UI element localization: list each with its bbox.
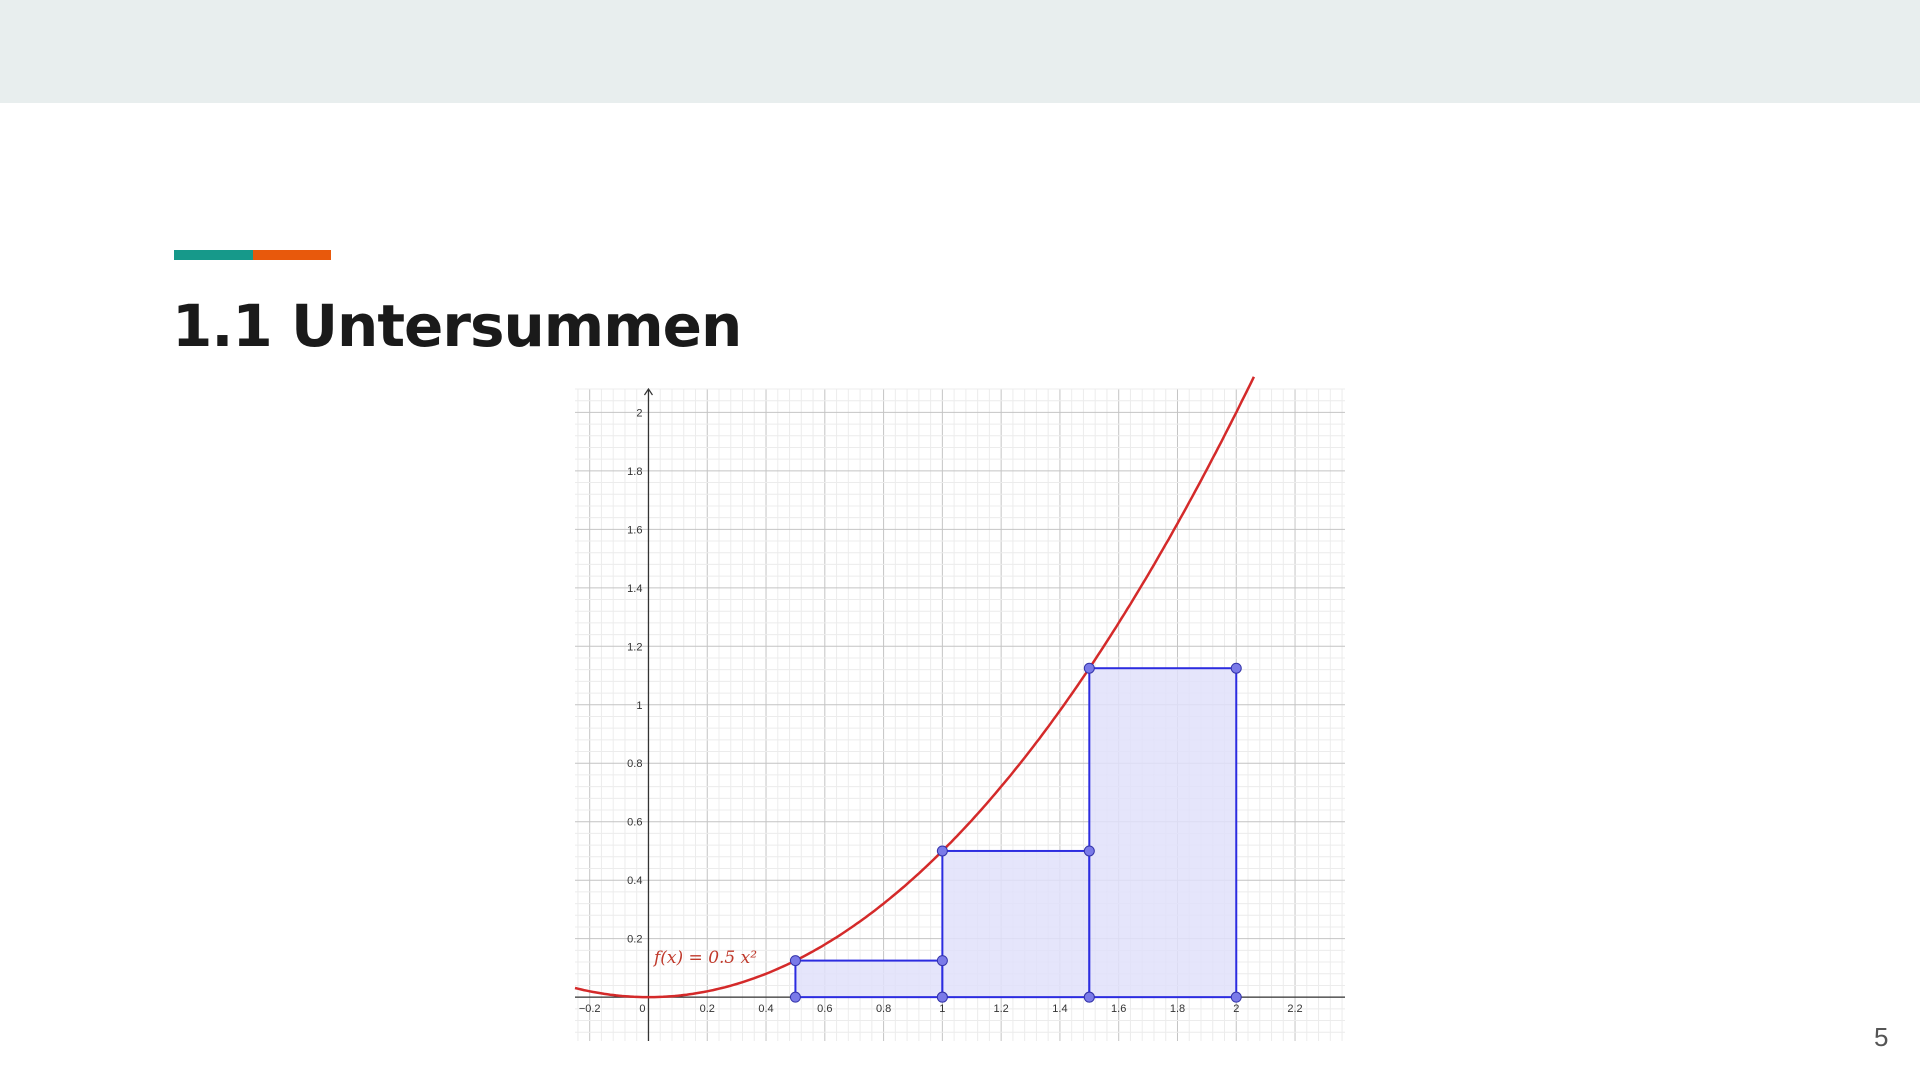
x-tick-label: 1.4 [1052, 1003, 1067, 1015]
riemann-rectangle [941, 849, 1091, 999]
rectangle-point [1230, 662, 1242, 674]
y-tick-label: 0.2 [627, 934, 642, 946]
function-label: f(x) = 0.5 x² [652, 948, 757, 968]
rectangle-point [936, 991, 948, 1003]
tick-labels: −0.2 0 0.2 0.4 0.6 0.8 1 1.2 1.4 1.6 1.8 2 2.2 0.2 0.4… [579, 407, 1303, 1015]
accent-bar-teal [174, 250, 253, 260]
rectangle-point [789, 991, 801, 1003]
x-tick-label: 2 [1233, 1003, 1239, 1015]
riemann-rectangle [1088, 667, 1238, 999]
x-tick-label: 1.8 [1170, 1003, 1185, 1015]
x-tick-label: 1 [939, 1003, 945, 1015]
y-tick-label: 0.8 [627, 758, 642, 770]
y-tick-label: 0.6 [627, 817, 642, 829]
riemann-rectangle [794, 959, 944, 999]
y-axis-arrow [643, 387, 653, 396]
rectangle-point [1230, 991, 1242, 1003]
y-tick-label: 2 [636, 407, 642, 419]
y-tick-label: 1 [636, 700, 642, 712]
x-tick-label: 0.6 [817, 1003, 832, 1015]
function-curve [574, 376, 1256, 999]
x-tick-label: 0.8 [876, 1003, 891, 1015]
rectangles [794, 667, 1238, 999]
rectangle-point [936, 955, 948, 967]
x-tick-label: 0.2 [700, 1003, 715, 1015]
x-tick-label: 0.4 [758, 1003, 773, 1015]
x-tick-label: 1.6 [1111, 1003, 1126, 1015]
x-tick-label: 0 [639, 1003, 645, 1015]
slide-title: 1.1 Untersummen [172, 292, 742, 360]
rectangle-point [1083, 845, 1095, 857]
rectangle-point [936, 845, 948, 857]
y-tick-label: 0.4 [627, 875, 642, 887]
rectangle-point [1083, 662, 1095, 674]
y-tick-label: 1.6 [627, 524, 642, 536]
rectangle-point [789, 955, 801, 967]
points [789, 662, 1242, 1003]
x-tick-label: −0.2 [579, 1003, 601, 1015]
x-tick-label: 1.2 [993, 1003, 1008, 1015]
x-tick-label: 2.2 [1287, 1003, 1302, 1015]
y-tick-label: 1.4 [627, 583, 642, 595]
y-tick-label: 1.2 [627, 641, 642, 653]
top-bar [0, 0, 1920, 103]
page-number: 5 [1874, 1022, 1889, 1052]
y-tick-label: 1.8 [627, 466, 642, 478]
rectangle-point [1083, 991, 1095, 1003]
accent-bar-orange [253, 250, 331, 260]
